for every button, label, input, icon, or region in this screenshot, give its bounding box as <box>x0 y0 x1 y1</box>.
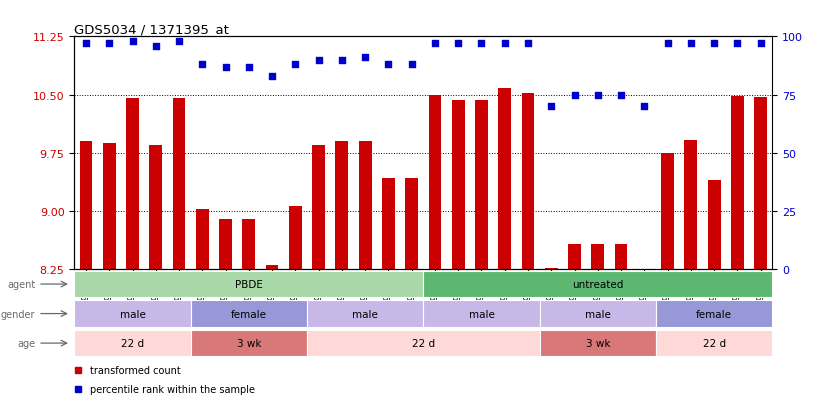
Bar <box>522 94 534 270</box>
Text: male: male <box>585 309 610 319</box>
Bar <box>173 98 185 270</box>
Bar <box>74 271 424 298</box>
Bar <box>191 301 307 327</box>
Bar <box>731 97 743 270</box>
Bar <box>662 153 674 270</box>
Bar <box>568 245 581 270</box>
Bar <box>79 142 93 270</box>
Text: percentile rank within the sample: percentile rank within the sample <box>90 384 254 394</box>
Text: transformed count: transformed count <box>90 365 180 375</box>
Point <box>661 41 674 47</box>
Bar <box>103 143 116 270</box>
Bar <box>196 210 209 270</box>
Point <box>452 41 465 47</box>
Text: 22 d: 22 d <box>121 338 144 348</box>
Bar <box>150 146 162 270</box>
Bar <box>126 99 139 270</box>
Text: PBDE: PBDE <box>235 279 263 290</box>
Bar <box>498 89 511 270</box>
Text: female: female <box>230 309 267 319</box>
Text: gender: gender <box>1 309 36 319</box>
Point <box>126 38 139 45</box>
Text: male: male <box>352 309 378 319</box>
Point <box>312 57 325 64</box>
Point <box>475 41 488 47</box>
Text: 22 d: 22 d <box>703 338 726 348</box>
Point <box>150 43 163 50</box>
Bar <box>382 179 395 270</box>
Point <box>521 41 534 47</box>
Point <box>79 41 93 47</box>
Bar <box>452 101 464 270</box>
Point <box>731 41 744 47</box>
Bar <box>266 266 278 270</box>
Text: untreated: untreated <box>572 279 624 290</box>
Point <box>544 104 558 110</box>
Text: male: male <box>468 309 495 319</box>
Point <box>335 57 349 64</box>
Bar <box>591 244 604 270</box>
Bar <box>307 330 539 356</box>
Point <box>591 92 605 99</box>
Bar <box>424 271 772 298</box>
Text: male: male <box>120 309 145 319</box>
Point <box>615 92 628 99</box>
Point <box>754 41 767 47</box>
Point <box>684 41 697 47</box>
Point <box>358 55 372 62</box>
Point <box>429 41 442 47</box>
Bar <box>638 270 651 272</box>
Point <box>405 62 418 69</box>
Point <box>382 62 395 69</box>
Bar <box>289 206 301 270</box>
Point <box>102 41 116 47</box>
Bar <box>685 140 697 270</box>
Point <box>265 74 278 80</box>
Bar <box>307 301 424 327</box>
Text: 3 wk: 3 wk <box>586 338 610 348</box>
Bar <box>754 97 767 270</box>
Bar <box>219 219 232 270</box>
Point <box>289 62 302 69</box>
Bar <box>708 180 720 270</box>
Bar <box>312 146 325 270</box>
Bar <box>424 301 539 327</box>
Bar <box>539 330 656 356</box>
Bar <box>656 301 772 327</box>
Text: GDS5034 / 1371395_at: GDS5034 / 1371395_at <box>74 23 230 36</box>
Text: 22 d: 22 d <box>412 338 434 348</box>
Bar <box>539 301 656 327</box>
Text: 3 wk: 3 wk <box>236 338 261 348</box>
Bar <box>429 95 441 270</box>
Bar <box>656 330 772 356</box>
Text: age: age <box>17 338 36 348</box>
Bar <box>406 179 418 270</box>
Point <box>219 64 232 71</box>
Point <box>173 38 186 45</box>
Point <box>708 41 721 47</box>
Bar <box>545 268 558 270</box>
Point <box>498 41 511 47</box>
Point <box>638 104 651 110</box>
Bar <box>191 330 307 356</box>
Text: female: female <box>696 309 732 319</box>
Bar <box>615 244 628 270</box>
Bar <box>358 142 372 270</box>
Bar <box>335 142 349 270</box>
Bar <box>475 101 488 270</box>
Point <box>568 92 582 99</box>
Point <box>196 62 209 69</box>
Bar <box>74 301 191 327</box>
Bar <box>74 330 191 356</box>
Bar <box>243 219 255 270</box>
Text: agent: agent <box>7 279 36 290</box>
Point <box>242 64 255 71</box>
